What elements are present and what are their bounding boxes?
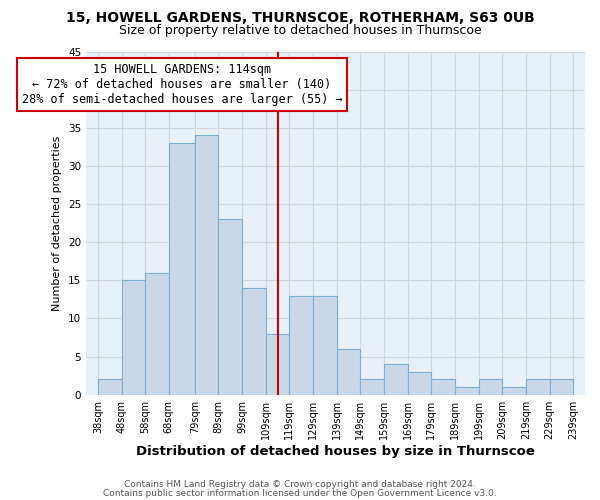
Bar (313, 296, 337, 394)
Bar (550, 380, 573, 394)
Bar (479, 380, 502, 394)
Bar (242, 288, 266, 395)
Bar (526, 380, 550, 394)
Bar (195, 136, 218, 394)
Bar (289, 296, 313, 394)
Text: 15, HOWELL GARDENS, THURNSCOE, ROTHERHAM, S63 0UB: 15, HOWELL GARDENS, THURNSCOE, ROTHERHAM… (65, 11, 535, 25)
Text: Contains public sector information licensed under the Open Government Licence v3: Contains public sector information licen… (103, 488, 497, 498)
Bar (502, 387, 526, 394)
Text: Contains HM Land Registry data © Crown copyright and database right 2024.: Contains HM Land Registry data © Crown c… (124, 480, 476, 489)
Text: Size of property relative to detached houses in Thurnscoe: Size of property relative to detached ho… (119, 24, 481, 37)
Bar (337, 349, 361, 395)
Bar (384, 364, 407, 394)
Bar (455, 387, 479, 394)
Bar (431, 380, 455, 394)
Bar (218, 220, 242, 394)
Bar (145, 272, 169, 394)
Bar (266, 334, 289, 394)
Y-axis label: Number of detached properties: Number of detached properties (52, 136, 62, 311)
Bar (169, 143, 195, 395)
Bar (407, 372, 431, 394)
X-axis label: Distribution of detached houses by size in Thurnscoe: Distribution of detached houses by size … (136, 444, 535, 458)
Bar (98, 380, 122, 394)
Text: 15 HOWELL GARDENS: 114sqm
← 72% of detached houses are smaller (140)
28% of semi: 15 HOWELL GARDENS: 114sqm ← 72% of detac… (22, 63, 342, 106)
Bar (361, 380, 384, 394)
Bar (122, 280, 145, 394)
